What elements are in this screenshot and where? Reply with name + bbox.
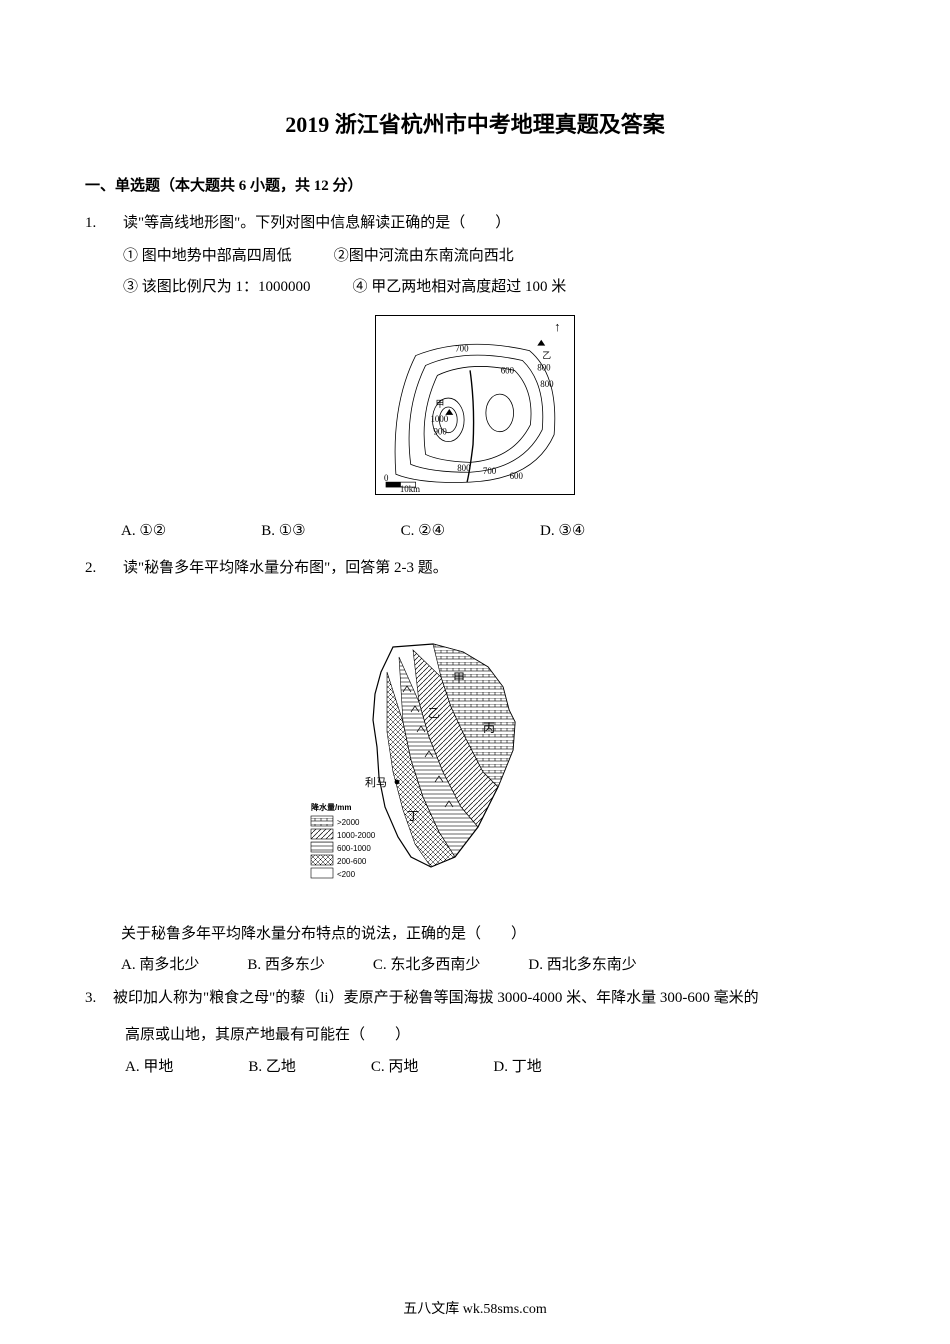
contour-label-1000: 1000 [431,413,449,423]
section-header: 一、单选题（本大题共 6 小题，共 12 分） [85,173,865,200]
scale-unit: 10km [400,484,420,494]
question-3-number: 3. [85,985,96,1012]
question-2: 2. 读"秘鲁多年平均降水量分布图"，回答第 2-3 题。 [85,555,865,582]
question-2-options: A. 南多北少 B. 西多东少 C. 东北多西南少 D. 西北多东南少 [121,952,865,979]
label-jia: 甲 [453,671,465,685]
label-yi: 乙 [428,706,440,720]
q3-option-b: B. 乙地 [248,1054,296,1081]
question-1-number: 1. [85,210,96,237]
q1-option-d: D. ③④ [540,518,585,545]
q2-option-b: B. 西多东少 [247,952,325,979]
question-1: 1. 读"等高线地形图"。下列对图中信息解读正确的是（ ） ① 图中地势中部高四… [85,210,865,301]
contour-label-800a: 800 [537,362,551,372]
footer-text: 五八文库 wk.58sms.com [0,1297,950,1322]
contour-map-figure: 700 600 800 800 700 600 900 1000 800 甲 乙… [375,315,575,495]
marker-yi: 乙 [542,350,551,360]
question-3-options: A. 甲地 B. 乙地 C. 丙地 D. 丁地 [125,1054,865,1081]
peru-precipitation-map: 利马 甲 乙 丙 丁 降水量/mm >2000 1000-2000 600-10… [303,632,538,897]
legend-item-1: >2000 [337,818,360,827]
q3-option-d: D. 丁地 [493,1054,541,1081]
north-arrow-icon: ↑ [554,319,560,333]
legend-item-3: 600-1000 [337,844,371,853]
statement-1: ① 图中地势中部高四周低 [123,243,292,270]
contour-label-600b: 600 [510,471,524,481]
page-title: 2019 浙江省杭州市中考地理真题及答案 [85,105,865,145]
q2-option-a: A. 南多北少 [121,952,199,979]
figure-1-container: 700 600 800 800 700 600 900 1000 800 甲 乙… [85,315,865,504]
legend-item-5: <200 [337,870,356,879]
question-2-stem: 读"秘鲁多年平均降水量分布图"，回答第 2-3 题。 [123,555,865,582]
q1-option-c: C. ②④ [401,518,445,545]
statement-3: ③ 该图比例尺为 1：1000000 [123,274,311,301]
legend-item-2: 1000-2000 [337,831,376,840]
q2-option-d: D. 西北多东南少 [528,952,636,979]
question-2-number: 2. [85,555,96,582]
q3-option-a: A. 甲地 [125,1054,173,1081]
marker-jia: 甲 [435,399,444,409]
contour-label-600: 600 [501,365,515,375]
q3-option-c: C. 丙地 [371,1054,419,1081]
statement-4: ④ 甲乙两地相对高度超过 100 米 [353,274,567,301]
scale-zero: 0 [384,473,389,483]
question-1-stem: 读"等高线地形图"。下列对图中信息解读正确的是（ ） [123,210,865,237]
city-lima-label: 利马 [365,776,387,789]
label-bing: 丙 [483,721,495,735]
question-2-substem: 关于秘鲁多年平均降水量分布特点的说法，正确的是（ ） [121,921,865,948]
contour-label-700b: 700 [483,466,497,476]
legend-item-4: 200-600 [337,857,367,866]
contour-label-700: 700 [455,343,469,353]
q2-option-c: C. 东北多西南少 [373,952,481,979]
question-3: 3. 被印加人称为"粮食之母"的藜（li）麦原产于秘鲁等国海拔 3000-400… [85,985,865,1012]
contour-label-900: 900 [433,426,447,436]
question-3-stem-line1: 被印加人称为"粮食之母"的藜（li）麦原产于秘鲁等国海拔 3000-4000 米… [113,985,865,1012]
question-3-stem-line2: 高原或山地，其原产地最有可能在（ ） [125,1020,865,1050]
q1-option-b: B. ①③ [261,518,305,545]
label-ding: 丁 [407,809,419,823]
contour-label-800b: 800 [540,379,554,389]
question-1-statements: ① 图中地势中部高四周低 ②图中河流由东南流向西北 ③ 该图比例尺为 1：100… [123,243,865,301]
legend-title: 降水量/mm [311,802,351,812]
contour-label-800c: 800 [457,463,471,473]
question-1-options: A. ①② B. ①③ C. ②④ D. ③④ [121,518,865,545]
statement-2: ②图中河流由东南流向西北 [334,243,514,270]
figure-2-container: 利马 甲 乙 丙 丁 降水量/mm >2000 1000-2000 600-10… [0,632,865,907]
q1-option-a: A. ①② [121,518,166,545]
